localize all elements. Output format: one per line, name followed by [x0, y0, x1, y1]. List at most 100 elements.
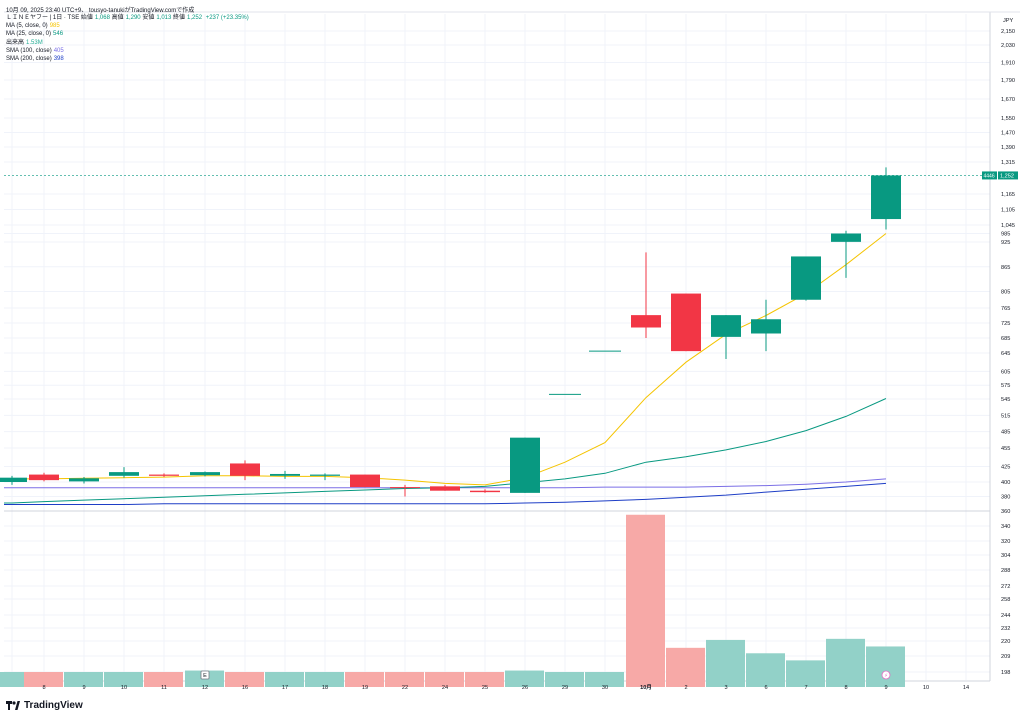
time-tick-label: 8 — [42, 685, 45, 691]
candle-body — [69, 478, 99, 482]
volume-tick-label: 340 — [1001, 524, 1010, 530]
legend-ohlc-open: 1,068 — [94, 15, 110, 21]
legend-symbol-row: ＬＩＮＥヤフー | 1日 · TSE 始値 1,068 高値 1,290 安値 1,0… — [6, 14, 249, 22]
time-tick-label: 8 — [844, 685, 847, 691]
price-tick-label: 765 — [1001, 306, 1010, 312]
indicator-value: 546 — [53, 31, 64, 38]
indicator-label: SMA (200, close) — [6, 56, 52, 63]
volume-bar — [144, 672, 183, 687]
volume-tick-label: 220 — [1001, 639, 1010, 645]
volume-bar — [786, 660, 825, 687]
volume-tick-label: 304 — [1001, 553, 1010, 559]
price-tick-label: 1,165 — [1001, 192, 1015, 198]
time-tick-label: 16 — [242, 685, 248, 691]
legend-ohlc-close: 1,252 — [187, 15, 203, 21]
time-tick-label: 29 — [562, 685, 568, 691]
legend-indicator-sma100[interactable]: SMA (100, close) 405 — [6, 47, 249, 55]
brand-name: TradingView — [24, 700, 83, 711]
price-tick-label: 645 — [1001, 351, 1010, 357]
candle-body — [831, 233, 861, 242]
candle — [390, 484, 420, 497]
legend-ohlc-open-label: 始値 — [80, 15, 93, 21]
time-tick-label: 2 — [684, 685, 687, 691]
candle — [230, 460, 260, 481]
price-tick-label: 985 — [1001, 232, 1010, 238]
candle — [109, 467, 139, 478]
candle-body — [149, 474, 179, 476]
tradingview-logo[interactable]: TradingView — [6, 700, 83, 711]
candle — [430, 484, 460, 491]
grid-lines — [4, 14, 990, 680]
time-tick-label: 10月 — [640, 683, 652, 691]
volume-bar — [345, 672, 384, 687]
candle-body — [0, 477, 27, 482]
volume-bar — [465, 672, 504, 687]
indicator-label: SMA (100, close) — [6, 47, 52, 54]
volume-bar — [706, 639, 745, 687]
price-tick-label: 380 — [1001, 495, 1010, 501]
legend-indicator-ma5[interactable]: MA (5, close, 0) 985 — [6, 22, 249, 30]
candle — [631, 252, 661, 338]
time-tick-label: 11 — [161, 685, 167, 691]
price-tick-label: 1,315 — [1001, 160, 1015, 166]
volume-bar — [425, 672, 464, 687]
dividend-marker-label: ⚡ — [884, 673, 888, 679]
legend-indicator-volume[interactable]: 出来高 1.53M — [6, 39, 249, 47]
volume-bar — [585, 672, 624, 687]
volume-bar — [866, 646, 905, 687]
candle-body — [510, 437, 540, 493]
candle — [831, 230, 861, 278]
volume-bar — [24, 672, 63, 687]
price-tick-label: 1,045 — [1001, 223, 1015, 229]
last-price-value: 1,252 — [1000, 173, 1014, 179]
last-price-tag-left — [982, 171, 997, 180]
price-tick-label: 805 — [1001, 290, 1010, 296]
volume-bar — [64, 672, 103, 687]
price-tick-label: 400 — [1001, 480, 1010, 486]
tradingview-logo-icon — [6, 701, 20, 710]
candlestick-series — [0, 167, 901, 497]
volume-bar — [0, 672, 31, 687]
volume-series — [0, 514, 905, 687]
volume-tick-label: 258 — [1001, 597, 1010, 603]
volume-bar — [104, 672, 143, 687]
last-price-tag — [998, 171, 1018, 180]
volume-tick-label: 198 — [1001, 670, 1010, 676]
sma200-line — [4, 482, 887, 505]
price-tick-label: 865 — [1001, 265, 1010, 271]
candle — [190, 471, 220, 477]
candle — [149, 473, 179, 478]
price-tick-label: 685 — [1001, 336, 1010, 342]
volume-bar — [385, 672, 424, 687]
candle-body — [310, 474, 340, 476]
price-tick-label: 545 — [1001, 397, 1010, 403]
legend-ohlc-high: 1,290 — [125, 15, 141, 21]
time-tick-label: 12 — [202, 685, 208, 691]
dividend-marker-circle — [881, 670, 891, 680]
indicator-value: 398 — [53, 56, 64, 63]
candle-body — [711, 315, 741, 337]
earnings-marker: E — [200, 670, 210, 680]
candle — [510, 437, 540, 493]
candle — [711, 315, 741, 359]
legend-indicator-sma200[interactable]: SMA (200, close) 398 — [6, 55, 249, 63]
currency-label: JPY — [1003, 18, 1014, 24]
ma25-line — [4, 398, 887, 504]
candle — [0, 475, 27, 485]
legend-indicator-ma25[interactable]: MA (25, close, 0) 546 — [6, 30, 249, 38]
chart-legend: ＬＩＮＥヤフー | 1日 · TSE 始値 1,068 高値 1,290 安値 1,0… — [6, 14, 249, 63]
last-price-tag-text: 4446 — [984, 173, 995, 179]
earnings-marker-box — [200, 670, 210, 680]
time-tick-label: 7 — [804, 685, 807, 691]
earnings-marker-label: E — [203, 673, 207, 679]
time-tick-label: 17 — [282, 685, 288, 691]
price-tick-label: 515 — [1001, 413, 1010, 419]
legend-ohlc-high-label: 高値 — [111, 15, 124, 21]
price-tick-label: 725 — [1001, 321, 1010, 327]
time-tick-label: 10 — [923, 685, 929, 691]
price-tick-label: 925 — [1001, 240, 1010, 246]
dividend-marker: ⚡ — [881, 670, 891, 680]
indicator-label: 出来高 — [6, 39, 25, 46]
volume-tick-label: 232 — [1001, 626, 1010, 632]
